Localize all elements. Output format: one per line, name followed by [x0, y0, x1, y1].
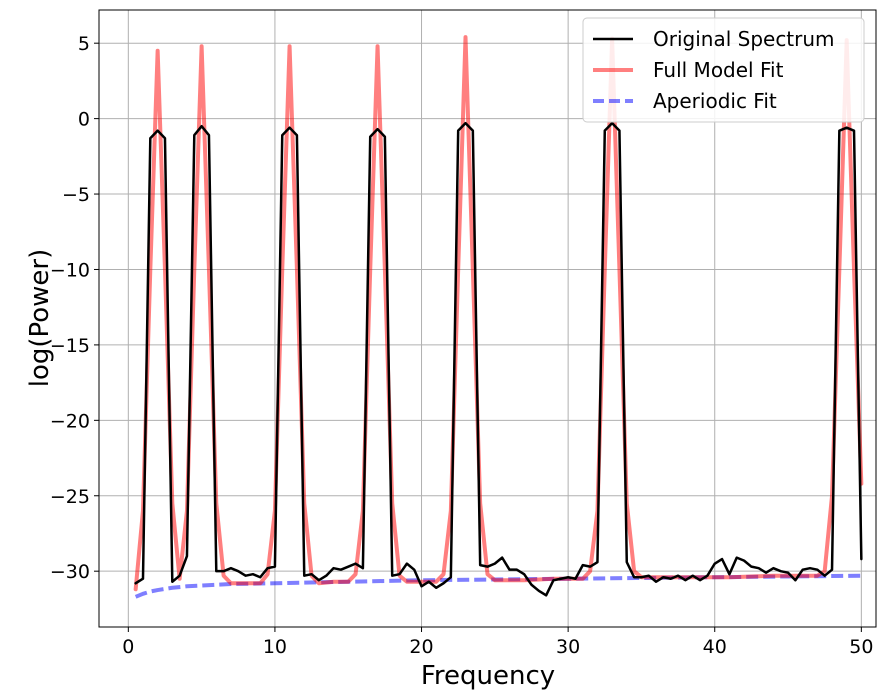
y-axis-ticks: 5 0 −5 −10 −15 −20 −25 −30	[50, 33, 99, 583]
legend-box	[582, 17, 865, 123]
y-tick-label: −20	[50, 410, 90, 432]
x-tick-label: 40	[703, 636, 727, 658]
x-axis-ticks: 0 10 20 30 40 50	[122, 627, 873, 658]
y-tick-label: −30	[50, 561, 90, 583]
y-tick-label: −5	[62, 184, 90, 206]
x-tick-label: 50	[849, 636, 873, 658]
y-tick-label: −10	[50, 259, 90, 281]
x-tick-label: 30	[556, 636, 580, 658]
y-tick-label: 5	[78, 33, 90, 55]
x-tick-label: 20	[409, 636, 433, 658]
x-axis-label: Frequency	[421, 661, 555, 691]
plot-area	[133, 35, 864, 599]
y-tick-label: −25	[50, 486, 90, 508]
series-line-original-spectrum	[134, 121, 863, 597]
legend-label-original-spectrum: Original Spectrum	[653, 27, 835, 51]
series-layer	[133, 35, 864, 599]
y-axis-label: log(Power)	[25, 249, 55, 388]
x-tick-label: 0	[122, 636, 134, 658]
legend-label-aperiodic-fit: Aperiodic Fit	[653, 89, 777, 113]
y-tick-label: −15	[50, 335, 90, 357]
legend-label-full-model-fit: Full Model Fit	[653, 58, 784, 82]
x-tick-label: 10	[263, 636, 287, 658]
y-tick-label: 0	[78, 109, 90, 131]
axes-frame	[98, 9, 877, 628]
legend: Original Spectrum Full Model Fit Aperiod…	[582, 17, 865, 123]
